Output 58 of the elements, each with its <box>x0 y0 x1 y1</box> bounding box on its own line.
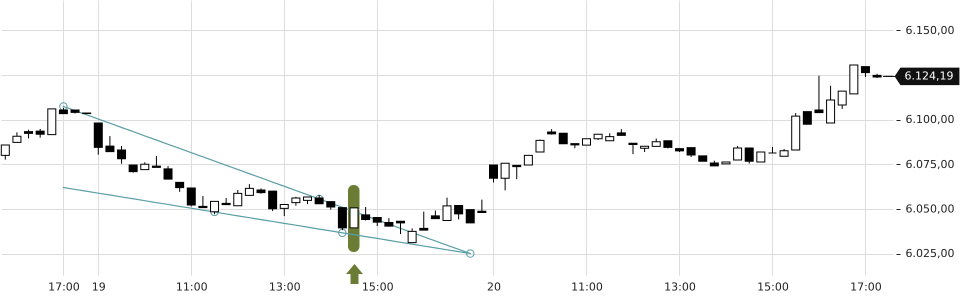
candlestick <box>814 75 824 114</box>
x-tick-label: 17:00 <box>850 280 882 294</box>
candlestick <box>350 207 359 228</box>
x-tick-label: 13:00 <box>664 280 696 294</box>
candlestick <box>756 151 766 162</box>
candlestick <box>280 204 289 217</box>
candlestick <box>396 220 406 235</box>
candlestick <box>268 190 278 212</box>
candlestick <box>500 162 510 191</box>
x-tick-label: 19 <box>92 280 106 294</box>
candlestick <box>233 190 242 206</box>
x-tick-label: 17:00 <box>48 280 80 294</box>
candlestick <box>164 166 173 180</box>
candlestick <box>802 111 812 125</box>
candlestick <box>860 66 870 78</box>
x-tick-label: 11:00 <box>571 280 603 294</box>
x-tick-label: 20 <box>486 280 501 294</box>
point <box>466 249 474 258</box>
point <box>338 228 347 238</box>
candlestick <box>210 200 220 215</box>
candlestick <box>488 164 498 183</box>
candlestick <box>442 197 452 222</box>
x-tick-label: 13:00 <box>268 280 301 294</box>
y-tick-label: 6.050,00 <box>906 202 954 216</box>
candlestick <box>186 188 196 207</box>
candlestick <box>419 211 428 231</box>
x-tick-label: 11:00 <box>176 280 208 294</box>
candlestick <box>175 182 184 192</box>
candlestick <box>117 146 126 164</box>
candlestick <box>628 142 638 155</box>
candlestick <box>454 204 464 220</box>
candlestick <box>12 132 22 143</box>
y-tick-label: 6.025,00 <box>906 247 954 260</box>
y-tick-label: 6.075,00 <box>906 158 954 171</box>
candlestick <box>512 164 522 180</box>
x-tick-label: 15:00 <box>757 280 789 294</box>
candlestick <box>361 206 370 222</box>
candlestick <box>535 138 544 152</box>
candlestick <box>244 184 254 196</box>
candlestick <box>524 154 533 166</box>
candlestick <box>0 144 10 160</box>
candlestick <box>198 196 208 208</box>
candlestick <box>686 147 696 158</box>
candlestick <box>152 156 161 168</box>
candlestick <box>105 136 114 152</box>
candlestick <box>558 132 568 144</box>
candlestick <box>768 146 777 154</box>
candlestick <box>466 209 475 224</box>
candlestick <box>733 145 742 160</box>
candlestick <box>826 85 836 124</box>
y-tick-label: 6.150,00 <box>906 24 954 37</box>
candlestick <box>408 228 417 244</box>
candlestick <box>744 148 754 164</box>
y-tick-label: 6.100,00 <box>906 113 954 126</box>
text: 6.124,19 <box>904 69 954 82</box>
x-tick-label: 15:00 <box>362 280 394 294</box>
candlestick <box>838 90 847 110</box>
candlestick <box>477 199 486 213</box>
